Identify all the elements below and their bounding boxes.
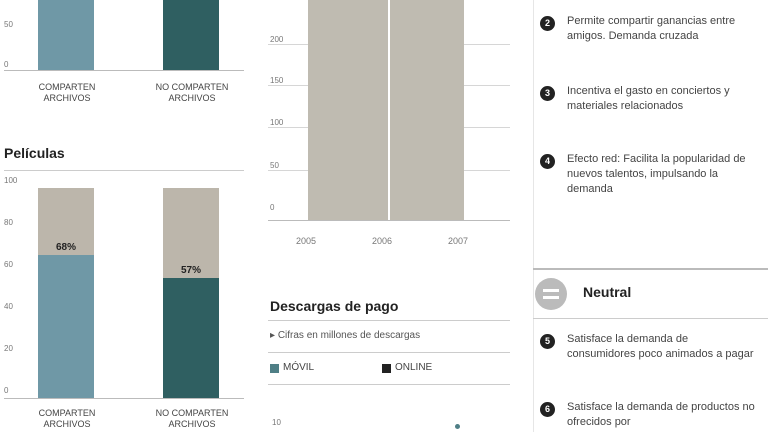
number-badge: 3 [540, 86, 555, 101]
category-label: COMPARTEN ARCHIVOS [38, 408, 96, 429]
title-rule [4, 170, 244, 171]
y-tick-label: 0 [270, 203, 275, 212]
subtitle-text: Cifras en millones de descargas [277, 330, 421, 341]
baseline [4, 70, 244, 71]
y-tick-label: 40 [4, 302, 13, 311]
downloads-subtitle: ▸ Cifras en millones de descargas [270, 330, 421, 341]
y-tick-label: 100 [4, 176, 18, 185]
y-tick-label: 80 [4, 218, 13, 227]
legend-swatch-online [382, 364, 391, 373]
rule [533, 318, 768, 319]
data-point [455, 424, 460, 429]
effect-text: Satisface la demanda de consumidores poc… [567, 333, 754, 360]
bar-comparten [38, 255, 94, 398]
bar-comparten [38, 0, 94, 70]
effects-panel [533, 0, 768, 432]
neutral-heading: Neutral [583, 284, 632, 300]
y-tick-label: 50 [4, 20, 13, 29]
bar-value-label: 57% [180, 265, 201, 277]
rule [268, 352, 510, 353]
chart-title-peliculas: Películas [4, 145, 65, 161]
x-tick-label: 2006 [372, 236, 393, 246]
y-tick-label: 100 [270, 118, 284, 127]
number-badge: 5 [540, 334, 555, 349]
rule [268, 384, 510, 385]
number-badge: 2 [540, 16, 555, 31]
category-label: NO COMPARTEN ARCHIVOS [155, 408, 229, 429]
neutral-icon [535, 278, 567, 310]
baseline [4, 398, 244, 399]
bar-value-label: 68% [55, 242, 76, 254]
bar-no-comparten [163, 0, 219, 70]
y-tick-label: 0 [4, 60, 9, 69]
effect-text: Satisface la demanda de productos no ofr… [567, 401, 755, 428]
legend-label: ONLINE [395, 362, 433, 373]
category-label: COMPARTEN ARCHIVOS [38, 82, 96, 103]
section-divider [533, 268, 768, 270]
y-tick-label: 20 [4, 344, 13, 353]
y-tick-label: 150 [270, 76, 284, 85]
legend-swatch-movil [270, 364, 279, 373]
title-rule [268, 320, 510, 321]
category-label: NO COMPARTEN ARCHIVOS [155, 82, 229, 103]
effect-text: Efecto red: Facilita la popularidad de n… [567, 153, 746, 195]
bar-no-comparten [163, 278, 219, 398]
effect-text: Permite compartir ganancias entre amigos… [567, 15, 736, 42]
number-badge: 4 [540, 154, 555, 169]
baseline [268, 220, 510, 221]
y-tick-label: 60 [4, 260, 13, 269]
y-tick-label: 10 [272, 418, 281, 427]
y-tick-label: 200 [270, 35, 284, 44]
bar-2005 [308, 0, 388, 220]
legend-label: MÓVIL [283, 362, 315, 373]
number-badge: 6 [540, 402, 555, 417]
bar-separator [388, 0, 390, 220]
y-tick-label: 50 [270, 161, 279, 170]
effect-text: Incentiva el gasto en conciertos y mater… [567, 85, 730, 112]
bar-2006 [390, 0, 464, 220]
x-tick-label: 2005 [296, 236, 317, 246]
downloads-title: Descargas de pago [270, 298, 399, 314]
y-tick-label: 0 [4, 386, 9, 395]
x-tick-label: 2007 [448, 236, 469, 246]
